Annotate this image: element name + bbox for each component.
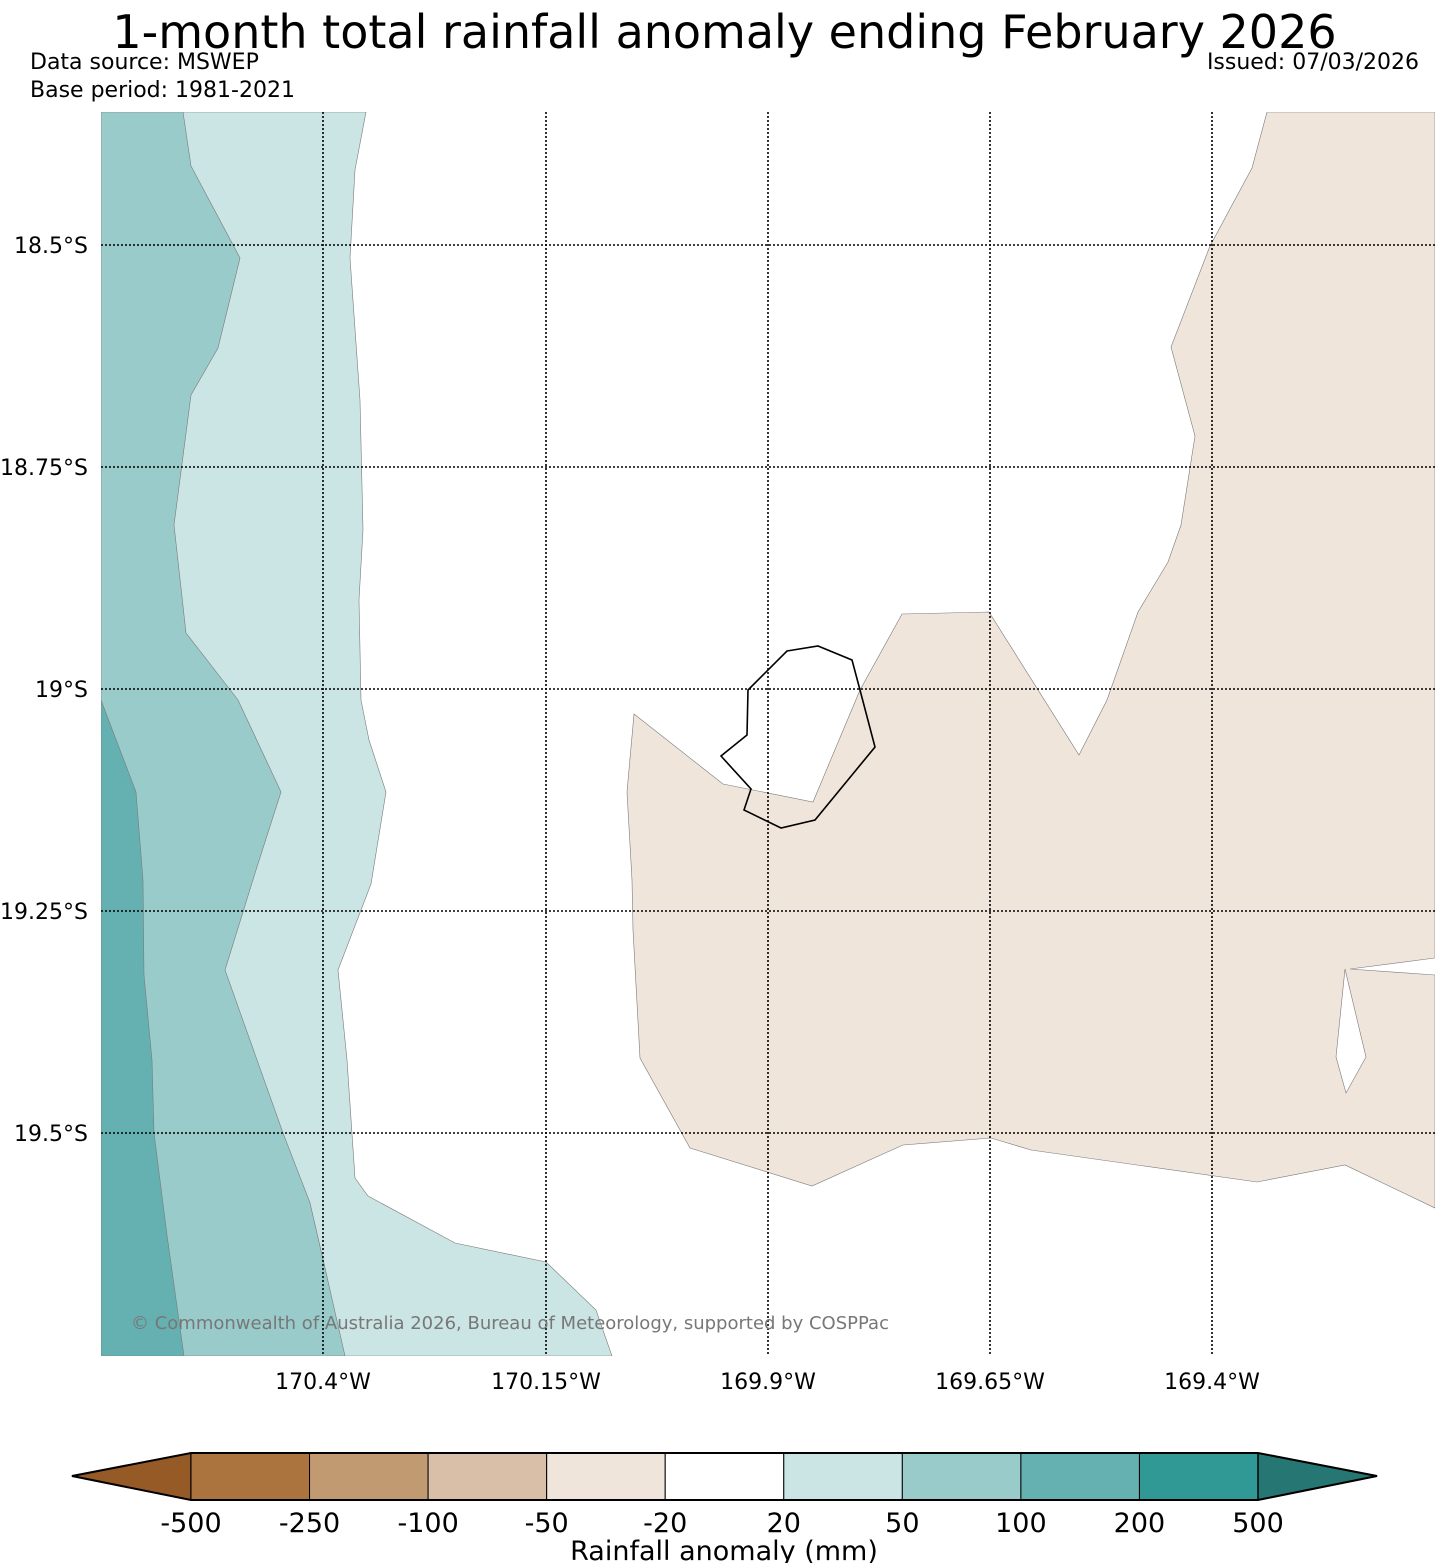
- lat-label: 19°S: [35, 678, 88, 703]
- lat-label: 18.75°S: [0, 456, 88, 481]
- colorbar: -500 -250 -100 -50 -20 20 50 100 200 500: [71, 1452, 1378, 1539]
- colorbar-segment: [546, 1452, 666, 1501]
- issued-date-label: Issued: 07/03/2026: [1206, 50, 1419, 75]
- base-period-label: Base period: 1981-2021: [30, 78, 295, 103]
- colorbar-tick-label: -500: [160, 1508, 221, 1539]
- lat-label: 19.5°S: [14, 1122, 88, 1147]
- map-plot-area: © Commonwealth of Australia 2026, Bureau…: [101, 112, 1435, 1356]
- lat-label: 19.25°S: [0, 900, 88, 925]
- lon-label: 170.15°W: [491, 1370, 601, 1395]
- lon-label: 169.65°W: [935, 1370, 1045, 1395]
- colorbar-segment: [427, 1452, 548, 1501]
- colorbar-tick-label: -50: [525, 1508, 569, 1539]
- colorbar-segment: [664, 1452, 785, 1501]
- colorbar-segment: [1138, 1452, 1259, 1501]
- colorbar-tick-label: -100: [397, 1508, 458, 1539]
- lon-label: 170.4°W: [275, 1370, 371, 1395]
- colorbar-tick-label: 200: [1114, 1508, 1166, 1539]
- data-source-label: Data source: MSWEP: [30, 50, 259, 75]
- colorbar-tick-label: 20: [767, 1508, 801, 1539]
- chart-title: 1-month total rainfall anomaly ending Fe…: [112, 5, 1337, 59]
- colorbar-extend-low: [71, 1452, 192, 1501]
- lat-label: 18.5°S: [14, 234, 88, 259]
- colorbar-tick-label: -250: [279, 1508, 340, 1539]
- colorbar-extend-high: [1257, 1452, 1378, 1501]
- colorbar-segment: [783, 1452, 903, 1501]
- colorbar-tick-label: -20: [643, 1508, 687, 1539]
- contour-fill-100-to-200: [101, 699, 185, 1356]
- colorbar-tick-label: 100: [995, 1508, 1047, 1539]
- colorbar-tick-label: 500: [1232, 1508, 1284, 1539]
- lon-label: 169.9°W: [720, 1370, 816, 1395]
- contour-fill-50-to-100: [101, 112, 346, 1356]
- colorbar-segment: [901, 1452, 1022, 1501]
- colorbar-segment: [190, 1452, 311, 1501]
- gridlines: [101, 112, 1435, 1356]
- colorbar-segment: [309, 1452, 429, 1501]
- colorbar-outline: [71, 1452, 1378, 1501]
- island-coastline: [719, 645, 876, 829]
- colorbar-segment: [1020, 1452, 1140, 1501]
- copyright-text: © Commonwealth of Australia 2026, Bureau…: [131, 1313, 889, 1334]
- lon-labels: 170.4°W 170.15°W 169.9°W 169.65°W 169.4°…: [275, 1370, 1260, 1395]
- lat-labels: 18.5°S 18.75°S 19°S 19.25°S 19.5°S: [0, 234, 88, 1147]
- colorbar-tick-label: 50: [885, 1508, 919, 1539]
- contour-fill-minus20-to-minus50: [626, 112, 1435, 1209]
- colorbar-title: Rainfall anomaly (mm): [570, 1536, 878, 1563]
- lon-label: 169.4°W: [1164, 1370, 1260, 1395]
